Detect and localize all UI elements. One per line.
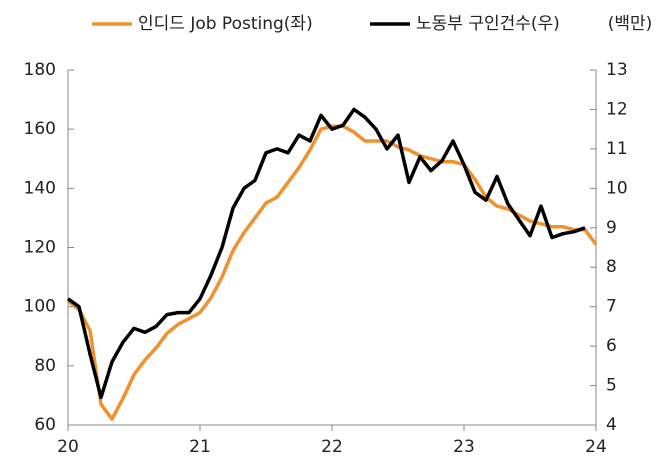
x-tick-label: 20 (57, 437, 79, 457)
x-tick-label: 22 (321, 437, 343, 457)
y2-tick-label: 11 (606, 139, 628, 159)
legend-label: 인디드 Job Posting(좌) (138, 14, 313, 34)
y2-tick-label: 4 (606, 415, 617, 435)
x-tick-label: 21 (189, 437, 211, 457)
series-line (66, 107, 586, 400)
y-tick-label: 80 (34, 356, 56, 376)
y2-tick-label: 10 (606, 178, 628, 198)
unit-label: (백만) (608, 14, 653, 34)
y-tick-label: 140 (24, 178, 56, 198)
y2-tick-label: 5 (606, 376, 617, 396)
x-tick-label: 23 (453, 437, 475, 457)
y-tick-label: 160 (24, 119, 56, 139)
y2-tick-label: 12 (606, 99, 628, 119)
y2-tick-label: 7 (606, 297, 617, 317)
y2-tick-label: 6 (606, 336, 617, 356)
y-tick-label: 60 (34, 415, 56, 435)
y-tick-label: 120 (24, 238, 56, 258)
series-line (66, 124, 598, 421)
x-tick-label: 24 (585, 437, 607, 457)
y-tick-label: 180 (24, 60, 56, 80)
legend-label: 노동부 구인건수(우) (416, 14, 560, 34)
y2-tick-label: 8 (606, 257, 617, 277)
y2-tick-label: 13 (606, 60, 628, 80)
y2-tick-label: 9 (606, 218, 617, 238)
y-tick-label: 100 (24, 297, 56, 317)
